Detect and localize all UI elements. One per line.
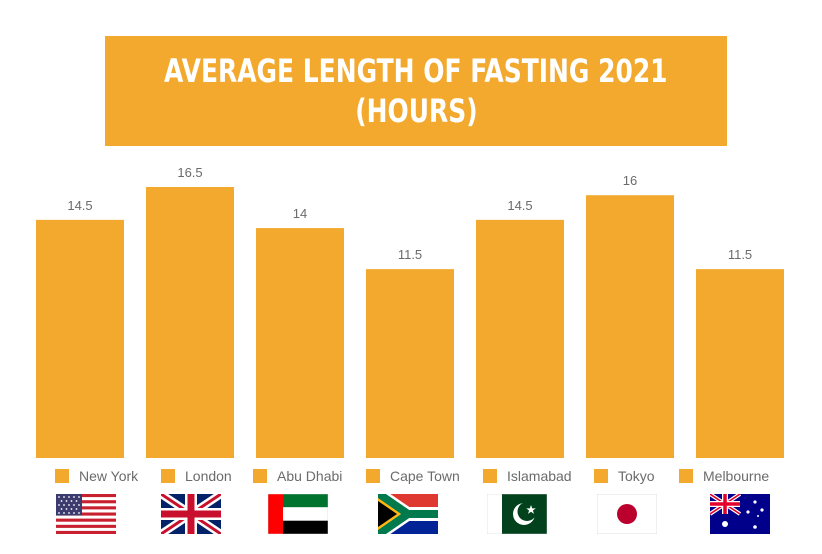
legend-label: Abu Dhabi xyxy=(277,468,343,484)
legend-swatch xyxy=(161,469,175,483)
legend-label: Islamabad xyxy=(507,468,572,484)
uk-flag-icon xyxy=(161,494,221,534)
chart-title-line-1: AVERAGE LENGTH OF FASTING 2021 xyxy=(164,52,668,90)
legend-item-islamabad: Islamabad xyxy=(483,466,572,486)
legend-label: Tokyo xyxy=(618,468,655,484)
legend-item-melbourne: Melbourne xyxy=(679,466,769,486)
legend-item-cape-town: Cape Town xyxy=(366,466,460,486)
legend-label: Cape Town xyxy=(390,468,460,484)
japan-flag-icon xyxy=(597,494,657,534)
usa-flag-icon xyxy=(56,494,116,534)
legend-swatch xyxy=(253,469,267,483)
legend-swatch xyxy=(483,469,497,483)
bar-islamabad xyxy=(476,219,564,458)
legend-item-tokyo: Tokyo xyxy=(594,466,655,486)
bar-value-label: 14 xyxy=(293,206,307,221)
bar-new-york xyxy=(36,219,124,458)
legend-swatch xyxy=(679,469,693,483)
bar-tokyo xyxy=(586,195,674,458)
bar-value-label: 16.5 xyxy=(177,165,202,180)
south-africa-flag-icon xyxy=(378,494,438,534)
bar-value-label: 16 xyxy=(623,173,637,188)
uae-flag-icon xyxy=(268,494,328,534)
legend-item-london: London xyxy=(161,466,232,486)
bar-london xyxy=(146,187,234,458)
pakistan-flag-icon xyxy=(487,494,547,534)
legend-swatch xyxy=(366,469,380,483)
bar-abu-dhabi xyxy=(256,228,344,458)
bar-value-label: 11.5 xyxy=(728,247,752,262)
chart-title-line-2: (HOURS) xyxy=(354,92,478,130)
legend-item-abu-dhabi: Abu Dhabi xyxy=(253,466,342,486)
legend-swatch xyxy=(594,469,608,483)
chart-title-banner: AVERAGE LENGTH OF FASTING 2021 (HOURS) xyxy=(105,36,727,146)
legend-swatch xyxy=(55,469,69,483)
bar-value-label: 11.5 xyxy=(398,247,422,262)
legend-label: London xyxy=(185,468,232,484)
legend-item-new-york: New York xyxy=(55,466,138,486)
bar-melbourne xyxy=(696,269,784,458)
legend-label: Melbourne xyxy=(703,468,770,484)
bar-cape-town xyxy=(366,269,454,458)
bar-value-label: 14.5 xyxy=(67,198,92,213)
bar-value-label: 14.5 xyxy=(507,198,532,213)
australia-flag-icon xyxy=(710,494,770,534)
legend-label: New York xyxy=(79,468,139,484)
